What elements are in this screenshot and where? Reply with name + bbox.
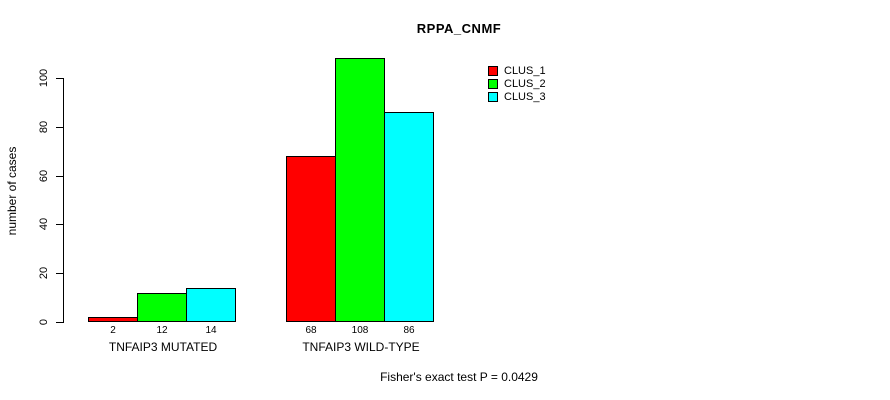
- bar-clus_2-group1: [137, 293, 187, 322]
- legend-item-clus_3: CLUS_3: [488, 90, 546, 103]
- bar-clus_2-group2: [335, 58, 385, 322]
- legend: CLUS_1 CLUS_2 CLUS_3: [488, 64, 546, 103]
- y-axis-title: number of cases: [5, 146, 19, 236]
- legend-swatch-icon: [488, 78, 498, 89]
- y-tick-label: 80: [38, 120, 50, 134]
- legend-swatch-icon: [488, 91, 498, 102]
- legend-item-clus_2: CLUS_2: [488, 77, 546, 90]
- legend-label: CLUS_2: [504, 77, 546, 90]
- legend-item-clus_1: CLUS_1: [488, 64, 546, 77]
- y-tick-mark: [56, 273, 63, 274]
- group-label: TNFAIP3 WILD-TYPE: [302, 340, 420, 354]
- bar-clus_1-group2: [286, 156, 336, 322]
- legend-label: CLUS_1: [504, 64, 546, 77]
- bar-value-label: 86: [403, 325, 415, 336]
- y-axis-line: [63, 78, 64, 323]
- group-label: TNFAIP3 MUTATED: [108, 340, 218, 354]
- y-tick-label: 20: [38, 266, 50, 280]
- y-tick-mark: [56, 78, 63, 79]
- y-tick-mark: [56, 322, 63, 323]
- chart-title: RPPA_CNMF: [416, 21, 502, 36]
- y-tick-mark: [56, 176, 63, 177]
- bar-value-label: 14: [205, 325, 217, 336]
- bar-value-label: 2: [110, 325, 116, 336]
- bar-value-label: 108: [351, 325, 369, 336]
- legend-label: CLUS_3: [504, 90, 546, 103]
- y-tick-label: 100: [38, 68, 50, 88]
- y-tick-mark: [56, 224, 63, 225]
- y-tick-label: 0: [38, 318, 50, 326]
- bar-clus_1-group1: [88, 317, 138, 322]
- bar-value-label: 68: [305, 325, 317, 336]
- legend-swatch-icon: [488, 65, 498, 76]
- annotation-text: Fisher's exact test P = 0.0429: [380, 370, 538, 384]
- bar-clus_3-group1: [186, 288, 236, 322]
- bar-clus_3-group2: [384, 112, 434, 322]
- y-tick-label: 40: [38, 217, 50, 231]
- bar-value-label: 12: [156, 325, 168, 336]
- y-tick-label: 60: [38, 169, 50, 183]
- y-tick-mark: [56, 127, 63, 128]
